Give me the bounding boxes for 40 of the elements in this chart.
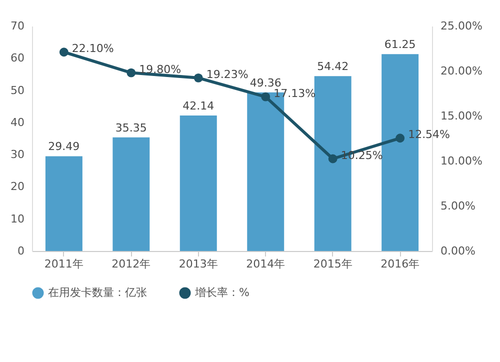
y-tick-label: 0 bbox=[18, 244, 24, 258]
y-tick-label: 30 bbox=[10, 148, 24, 162]
y2-tick-label: 0.00% bbox=[440, 244, 476, 258]
data-label: 54.42 bbox=[317, 60, 349, 74]
y-tick-label: 10 bbox=[10, 212, 24, 226]
bar bbox=[45, 156, 82, 251]
y-tick-label: 20 bbox=[10, 180, 24, 194]
data-label: 49.36 bbox=[250, 76, 282, 90]
x-tick-label: 2016年 bbox=[380, 258, 420, 270]
data-label: 22.10% bbox=[72, 42, 114, 56]
data-label: 19.23% bbox=[206, 68, 248, 81]
point bbox=[194, 73, 203, 82]
point bbox=[126, 68, 136, 78]
point bbox=[328, 154, 338, 164]
y2-tick-label: 20.00% bbox=[440, 64, 482, 78]
y2-tick-label: 10.00% bbox=[440, 154, 482, 168]
point bbox=[261, 92, 270, 102]
y-tick-label: 70 bbox=[10, 20, 24, 32]
x-tick-label: 2012年 bbox=[112, 258, 151, 270]
y-tick-label: 50 bbox=[10, 84, 24, 97]
bar bbox=[112, 137, 150, 251]
data-label: 61.25 bbox=[384, 38, 416, 52]
data-label: 42.14 bbox=[182, 100, 214, 113]
point bbox=[396, 134, 405, 143]
data-label: 29.49 bbox=[48, 140, 80, 154]
x-tick-label: 2011年 bbox=[44, 258, 84, 270]
legend-label: 增长率：% bbox=[194, 286, 250, 299]
x-tick-label: 2013年 bbox=[178, 258, 218, 270]
x-tick-label: 2015年 bbox=[313, 258, 352, 270]
x-tick-label: 2014年 bbox=[246, 258, 286, 270]
y2-tick-label: 5.00% bbox=[440, 200, 476, 212]
y-tick-label: 60 bbox=[10, 52, 24, 65]
y2-tick-label: 25.00% bbox=[440, 20, 482, 32]
point bbox=[59, 48, 68, 57]
bar bbox=[180, 116, 217, 251]
data-label: 35.35 bbox=[115, 121, 147, 134]
y-tick-label: 40 bbox=[10, 116, 24, 129]
data-label: 19.80% bbox=[139, 62, 182, 76]
legend-label: 在用发卡数量：亿张 bbox=[48, 286, 147, 299]
y2-tick-label: 15.00% bbox=[440, 110, 482, 122]
